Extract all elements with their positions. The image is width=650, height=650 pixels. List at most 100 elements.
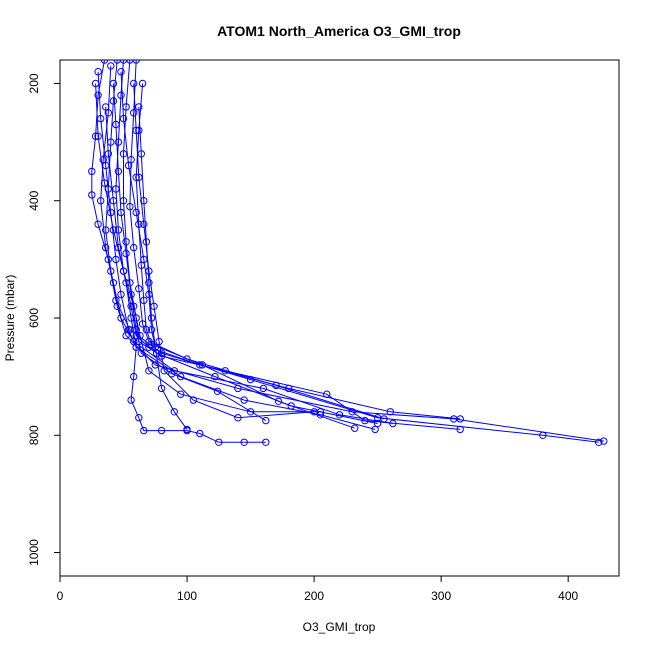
data-point (213, 387, 222, 395)
data-point (88, 191, 96, 199)
data-point (456, 415, 464, 423)
data-point (94, 220, 102, 228)
data-point (132, 126, 140, 135)
data-point (127, 396, 135, 404)
y-tick-label: 400 (27, 190, 41, 210)
data-point (109, 97, 118, 105)
data-point (112, 255, 120, 264)
series (94, 68, 379, 434)
data-point (140, 220, 148, 228)
x-axis: 0 100 200 300 400 (57, 576, 579, 603)
data-point (240, 438, 248, 446)
data-point (109, 197, 118, 205)
data-point (104, 109, 113, 117)
series-line (105, 60, 604, 442)
data-point (119, 267, 128, 275)
data-point (117, 68, 125, 76)
data-point (211, 372, 219, 381)
data-point (117, 91, 125, 99)
data-point (234, 414, 242, 422)
data-point (142, 326, 151, 334)
data-point (117, 290, 125, 299)
chart-title: ATOM1 North_America O3_GMI_trop (217, 23, 461, 39)
data-point (539, 431, 547, 439)
data-point (114, 167, 123, 176)
data-point (323, 390, 331, 398)
series (132, 79, 359, 432)
data-point (91, 79, 100, 88)
series-line (138, 106, 188, 430)
data-point (189, 396, 198, 404)
series (119, 60, 464, 434)
data-point (135, 285, 143, 293)
series-line (133, 83, 315, 419)
data-point (595, 438, 603, 446)
data-point (351, 424, 359, 432)
data-point (122, 279, 130, 287)
y-tick-label: 600 (27, 308, 41, 328)
y-axis: 200 400 600 800 1000 (27, 73, 60, 566)
data-point (132, 60, 140, 64)
x-tick-label: 300 (431, 589, 451, 603)
y-tick-label: 200 (27, 73, 41, 93)
data-point (130, 79, 138, 88)
data-point (137, 349, 146, 357)
data-point (100, 179, 109, 187)
data-point (145, 279, 153, 287)
x-axis-label: O3_GMI_trop (303, 620, 376, 634)
data-point (126, 202, 134, 211)
data-point (145, 367, 153, 375)
data-point (147, 314, 156, 322)
data-point (104, 255, 113, 264)
series-line (129, 60, 385, 420)
y-tick-label: 1000 (27, 539, 41, 566)
data-point (142, 238, 151, 246)
series-line (97, 71, 376, 430)
data-point (130, 243, 138, 252)
data-point (287, 402, 295, 410)
data-point (117, 314, 125, 322)
data-point (124, 161, 133, 170)
x-tick-label: 100 (177, 589, 197, 603)
data-point (259, 384, 267, 393)
plot-frame (59, 59, 620, 577)
data-point (157, 426, 166, 435)
data-point (140, 426, 148, 435)
data-point (119, 60, 128, 64)
data-point (107, 62, 115, 70)
data-point (109, 79, 118, 88)
data-point (389, 419, 397, 428)
data-point (380, 415, 388, 423)
data-point (119, 114, 128, 123)
data-point (114, 243, 123, 252)
x-tick-label: 400 (558, 589, 578, 603)
data-point (145, 267, 153, 275)
data-point (97, 197, 105, 205)
data-point (113, 60, 121, 64)
data-point (456, 425, 464, 434)
data-point (138, 79, 147, 88)
data-point (274, 397, 283, 405)
series-line (105, 106, 266, 443)
data-point (170, 408, 179, 416)
data-point (310, 408, 318, 416)
series (88, 60, 603, 446)
data-point (109, 279, 118, 287)
x-tick-label: 200 (304, 589, 324, 603)
series-line (135, 83, 355, 429)
data-point (112, 296, 120, 305)
data-point (262, 438, 270, 446)
series-line (95, 83, 321, 413)
data-point (183, 355, 191, 363)
data-point (155, 337, 163, 346)
data-point (122, 238, 130, 246)
data-point (94, 68, 102, 76)
data-point (124, 326, 133, 334)
data-point (177, 372, 185, 381)
series-line (120, 71, 378, 424)
data-point (135, 414, 143, 422)
data-point (119, 150, 128, 158)
data-point (132, 314, 140, 322)
data-point (132, 208, 140, 217)
series (102, 60, 608, 445)
